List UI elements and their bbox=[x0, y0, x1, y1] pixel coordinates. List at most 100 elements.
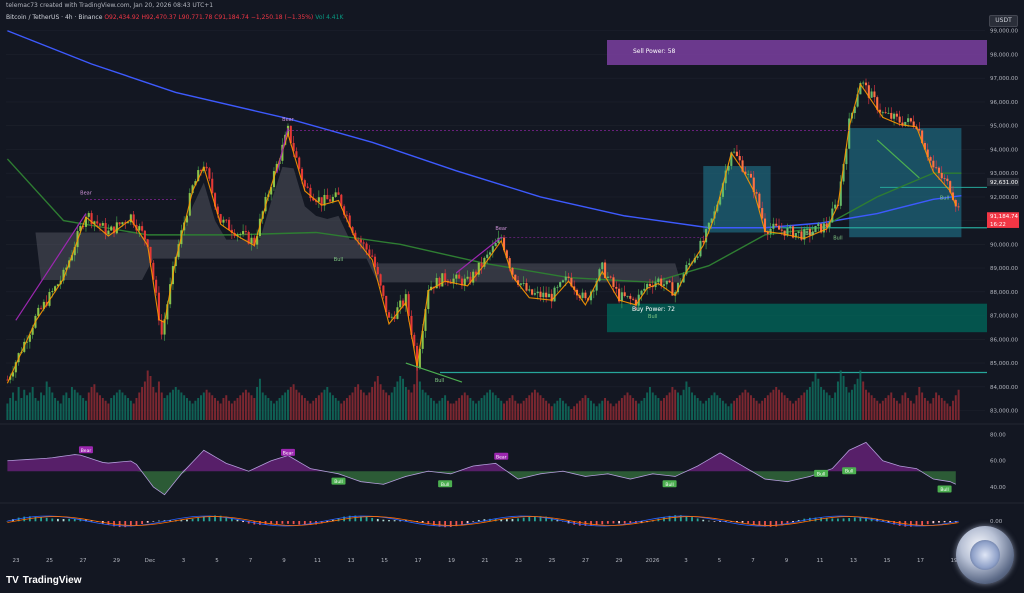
candle-body bbox=[559, 282, 562, 287]
volume-bar bbox=[825, 392, 828, 420]
volume-bar bbox=[390, 392, 393, 420]
macd-histogram-bar bbox=[382, 519, 385, 522]
candle-body bbox=[155, 279, 158, 293]
macd-histogram-bar bbox=[837, 518, 839, 522]
candle-body bbox=[775, 223, 778, 226]
macd-histogram-bar bbox=[926, 521, 929, 525]
volume-bar bbox=[169, 392, 172, 420]
volume-bar bbox=[250, 395, 253, 420]
last-price-label: 91,184.74 bbox=[990, 214, 1018, 220]
candle-body bbox=[626, 295, 629, 297]
volume-bar bbox=[491, 392, 494, 420]
candle-body bbox=[427, 290, 430, 310]
candle-body bbox=[96, 221, 99, 224]
rsi-bull-tag bbox=[438, 480, 453, 488]
volume-bar bbox=[590, 400, 593, 420]
x-tick-label: 23 bbox=[515, 558, 522, 564]
candle-body bbox=[90, 213, 93, 225]
candle-body bbox=[404, 294, 407, 306]
candle-body bbox=[595, 280, 598, 291]
volume-bar bbox=[724, 403, 727, 420]
volume-bar bbox=[834, 392, 837, 420]
volume-bar bbox=[497, 398, 500, 420]
candle-body bbox=[323, 194, 326, 206]
volume-bar bbox=[561, 400, 564, 420]
volume-bar bbox=[786, 398, 789, 420]
macd-histogram-bar bbox=[707, 520, 710, 522]
volume-bar bbox=[629, 395, 632, 420]
symbol-title[interactable]: Bitcoin / TetherUS · 4h · Binance bbox=[6, 14, 103, 21]
candle-body bbox=[205, 166, 208, 169]
volume-bar bbox=[382, 389, 385, 420]
candle-body bbox=[893, 113, 896, 119]
macd-histogram-bar bbox=[915, 521, 918, 527]
macd-histogram-bar bbox=[214, 515, 216, 522]
candle-body bbox=[129, 214, 132, 223]
volume-bar bbox=[466, 395, 469, 420]
volume-bar bbox=[719, 398, 722, 420]
rsi-bull-tag bbox=[842, 467, 857, 475]
volume-bar bbox=[354, 387, 357, 420]
volume-bar bbox=[17, 387, 20, 420]
candle-body bbox=[345, 214, 348, 216]
candle-body bbox=[646, 283, 649, 289]
volume-bar bbox=[146, 370, 149, 420]
rsi-bear-tag bbox=[494, 452, 509, 460]
x-tick-label: 9 bbox=[282, 558, 286, 564]
candle-body bbox=[618, 288, 621, 302]
volume-bar bbox=[174, 387, 177, 420]
candle-body bbox=[845, 148, 848, 165]
candle-body bbox=[508, 258, 511, 268]
candle-body bbox=[528, 289, 531, 291]
volume-bar bbox=[56, 400, 59, 420]
volume-bar bbox=[23, 389, 26, 420]
macd-histogram-bar bbox=[595, 521, 598, 526]
tradingview-brand[interactable]: TV TradingView bbox=[6, 573, 82, 587]
volume-bar bbox=[887, 395, 890, 420]
macd-histogram-bar bbox=[270, 521, 273, 525]
volume-bar bbox=[618, 400, 621, 420]
candle-body bbox=[295, 151, 298, 158]
buy-power-zone bbox=[607, 303, 987, 333]
candle-body bbox=[685, 264, 688, 275]
sell-power-label: Sell Power: 58 bbox=[633, 48, 676, 55]
x-tick-label: 25 bbox=[549, 558, 556, 564]
currency-button[interactable]: USDT bbox=[989, 15, 1018, 27]
candle-body bbox=[56, 284, 59, 287]
volume-bar bbox=[483, 395, 486, 420]
candle-body bbox=[132, 214, 135, 225]
x-tick-label: 3 bbox=[182, 558, 186, 564]
candle-body bbox=[705, 229, 708, 243]
rsi-bear-tag bbox=[280, 448, 295, 456]
volume-bar bbox=[393, 387, 396, 420]
rsi-bull-label: Bull bbox=[665, 482, 673, 488]
macd-histogram-bar bbox=[163, 520, 166, 522]
candle-body bbox=[808, 228, 811, 236]
volume-bar bbox=[340, 403, 343, 420]
candle-body bbox=[242, 231, 245, 235]
x-tick-label: 19 bbox=[951, 558, 958, 564]
bear-label: Bear bbox=[282, 117, 295, 123]
candle-body bbox=[216, 206, 219, 215]
volume-bar bbox=[778, 389, 781, 420]
cyan-zone bbox=[703, 166, 771, 233]
candle-body bbox=[407, 294, 410, 316]
x-tick-label: 5 bbox=[215, 558, 219, 564]
macd-histogram-bar bbox=[612, 521, 615, 524]
candle-body bbox=[954, 199, 957, 207]
volume-bar bbox=[87, 392, 90, 420]
volume-bar bbox=[820, 387, 823, 420]
volume-bar bbox=[118, 389, 121, 420]
volume-bar bbox=[416, 367, 419, 420]
macd-histogram-bar bbox=[404, 520, 407, 522]
candle-body bbox=[525, 283, 528, 291]
volume-bar bbox=[421, 389, 424, 420]
volume-bar bbox=[612, 406, 615, 420]
candle-body bbox=[208, 168, 211, 179]
volume-bar bbox=[306, 400, 309, 420]
candle-body bbox=[862, 82, 865, 84]
candle-body bbox=[82, 225, 85, 227]
candle-body bbox=[112, 226, 116, 234]
candle-body bbox=[480, 262, 483, 267]
